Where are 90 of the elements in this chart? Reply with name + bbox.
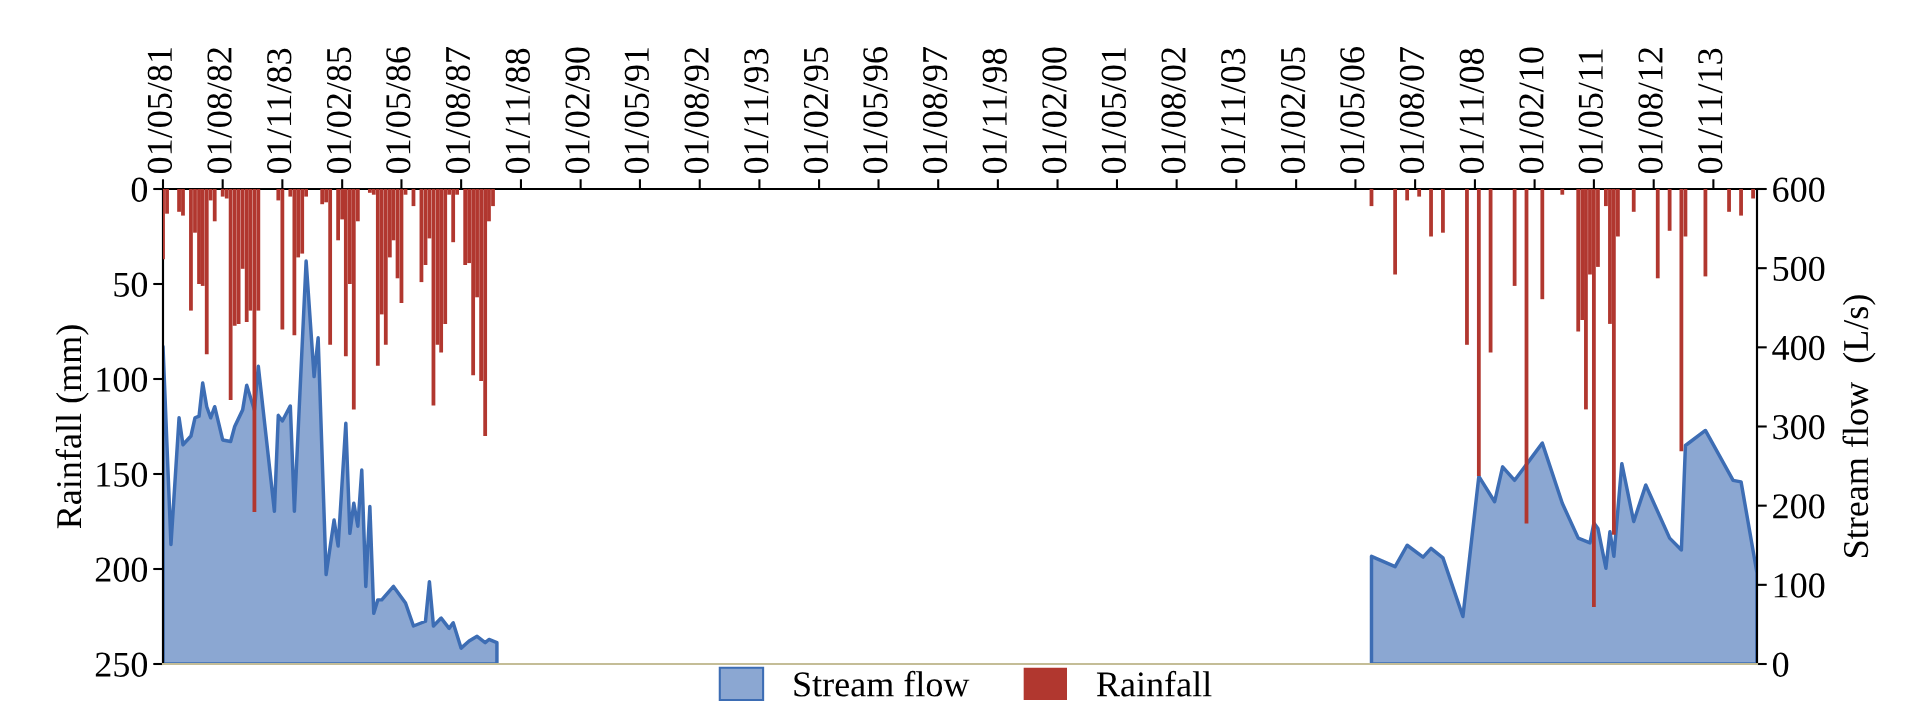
x-tick-label: 01/08/12 — [1638, 48, 1663, 174]
bar — [1667, 189, 1672, 231]
legend-label: Stream flow — [794, 670, 970, 697]
y2-tick-label: 100 — [1774, 573, 1825, 598]
x-tick-label: 01/08/92 — [684, 48, 709, 174]
bar — [181, 189, 185, 216]
bar — [336, 189, 341, 241]
bar — [1405, 189, 1410, 201]
bar — [1393, 189, 1398, 275]
x-tick-label: 01/08/87 — [445, 47, 471, 174]
y-tick-label: 100 — [97, 367, 148, 392]
bar — [383, 189, 388, 345]
x-tick-label: 01/08/82 — [207, 48, 232, 174]
x-tick-label: 01/11/13 — [1698, 48, 1723, 174]
x-tick-label: 01/11/08 — [1459, 48, 1484, 174]
bar — [236, 189, 241, 324]
bar — [280, 189, 285, 330]
y-tick-label: 250 — [95, 652, 148, 677]
bar — [451, 189, 456, 243]
bar — [328, 189, 333, 345]
y-axis-title: Rainfall (mm) — [55, 325, 89, 529]
x-tick-label: 01/11/03 — [1221, 48, 1246, 174]
bar — [1611, 189, 1616, 535]
x-tick-label: 01/05/81 — [147, 48, 173, 174]
bar — [189, 189, 193, 311]
y-tick-label: 50 — [114, 272, 148, 297]
y-tick-label: 0 — [131, 177, 148, 202]
y2-tick-label: 400 — [1772, 335, 1825, 361]
bar — [1576, 189, 1581, 332]
bar — [320, 189, 325, 205]
x-tick-label: 01/08/07 — [1399, 47, 1425, 174]
x-tick-label: 01/02/00 — [1042, 47, 1067, 174]
bar — [212, 189, 217, 222]
bar — [1739, 189, 1743, 216]
bar — [177, 189, 181, 212]
x-tick-label: 01/02/90 — [565, 47, 590, 174]
x-tick-label: 01/02/95 — [803, 47, 829, 174]
bar — [220, 189, 225, 197]
bar — [300, 189, 305, 254]
bar — [1631, 189, 1636, 212]
bar — [375, 189, 380, 366]
bar — [351, 189, 356, 410]
bar — [1560, 189, 1565, 195]
x-tick-label: 01/08/97 — [922, 47, 948, 174]
x-tick-label: 01/02/85 — [326, 47, 352, 174]
x-tick-label: 01/05/91 — [624, 48, 649, 174]
bar — [463, 189, 468, 265]
y2-tick-label: 500 — [1773, 256, 1825, 282]
bar — [228, 189, 233, 400]
y2-tick-label: 600 — [1773, 177, 1825, 202]
x-tick-label: 01/05/96 — [863, 47, 888, 174]
y2-tick-label: 0 — [1772, 652, 1789, 677]
x-tick-label: 01/02/10 — [1519, 47, 1544, 174]
bar — [439, 189, 444, 353]
bar — [367, 189, 372, 193]
bar — [1512, 189, 1517, 286]
bar — [471, 189, 476, 376]
x-tick-label: 01/05/11 — [1578, 49, 1603, 174]
bar — [1751, 189, 1755, 199]
bar — [197, 189, 201, 284]
bar — [1584, 189, 1588, 410]
x-tick-label: 01/05/06 — [1340, 47, 1365, 174]
bar — [1540, 189, 1545, 300]
bar — [343, 189, 348, 357]
x-tick-label: 01/11/93 — [744, 48, 769, 174]
bar — [1655, 189, 1660, 279]
x-tick-label: 01/05/01 — [1101, 48, 1127, 174]
y2-tick-label: 300 — [1773, 415, 1825, 440]
bar — [1429, 189, 1433, 237]
bar — [1465, 189, 1469, 345]
x-tick-label: 01/08/02 — [1161, 48, 1186, 174]
x-tick-label: 01/11/88 — [505, 48, 530, 174]
bar — [483, 189, 488, 436]
y-tick-label: 200 — [95, 557, 148, 582]
bar — [1679, 189, 1684, 452]
bar — [1441, 189, 1445, 233]
x-tick-label: 01/05/86 — [386, 47, 411, 174]
x-tick-label: 01/02/05 — [1280, 47, 1306, 174]
y-tick-label: 150 — [97, 462, 148, 487]
y2-tick-label: 200 — [1773, 494, 1825, 519]
bar — [1592, 189, 1596, 607]
legend-label: Rainfall — [1096, 670, 1212, 697]
y2-axis-title: Stream flow (L/s) — [1842, 295, 1876, 557]
bar — [1476, 189, 1481, 476]
bar — [1417, 189, 1422, 197]
bar — [292, 189, 297, 336]
x-tick-label: 01/11/98 — [982, 48, 1007, 174]
bar — [1727, 189, 1731, 212]
bar — [204, 189, 209, 355]
x-tick-label: 01/11/83 — [267, 48, 292, 174]
